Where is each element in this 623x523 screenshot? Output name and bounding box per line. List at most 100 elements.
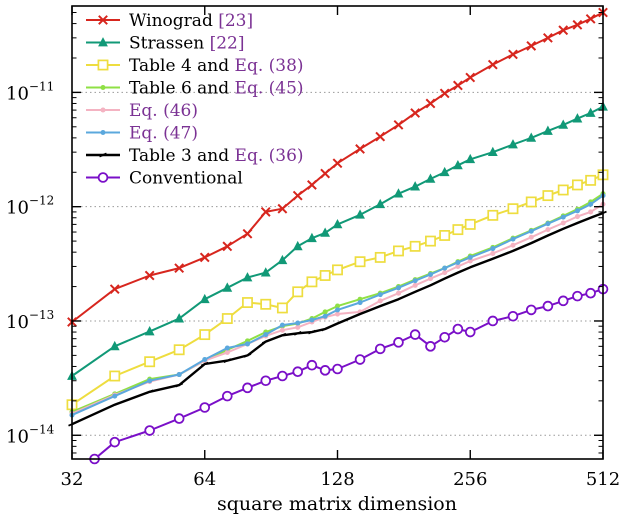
data-point [572, 290, 583, 302]
data-point [510, 242, 516, 248]
data-point [112, 393, 118, 399]
data-point [585, 107, 596, 117]
data-point [199, 293, 210, 304]
legend-marker [97, 59, 109, 71]
data-point [260, 207, 271, 217]
data-point [526, 41, 537, 51]
legend-item-strassen: Strassen [22] [86, 34, 245, 54]
data-point [466, 264, 475, 270]
data-point [306, 359, 318, 371]
data-point [542, 32, 553, 43]
data-point [411, 289, 420, 295]
data-point [588, 201, 594, 207]
data-point [221, 313, 233, 325]
data-point [439, 166, 450, 177]
data-point [393, 245, 404, 257]
data-point [292, 240, 303, 251]
data-point [465, 72, 476, 83]
data-point [200, 361, 209, 367]
data-point [309, 317, 315, 323]
data-point [242, 228, 253, 239]
data-point [174, 313, 185, 323]
data-point [277, 203, 288, 214]
series-strassen [67, 101, 608, 380]
data-point [322, 309, 328, 315]
data-point [277, 370, 288, 382]
data-point [452, 323, 464, 335]
data-point [332, 264, 343, 276]
data-point [527, 240, 536, 246]
data-point [243, 353, 252, 358]
data-point [439, 230, 451, 241]
data-point [144, 356, 156, 368]
y-tick-label: 10−12 [6, 194, 54, 219]
data-point [508, 49, 518, 60]
data-point [260, 267, 271, 277]
data-point [509, 248, 517, 254]
series-table3 [68, 210, 607, 427]
data-point [508, 139, 518, 149]
data-point [277, 254, 288, 265]
x-tick-label: 32 [61, 469, 84, 490]
data-point [572, 19, 583, 30]
data-point [222, 390, 233, 402]
data-point [173, 413, 185, 424]
data-point [242, 272, 253, 282]
data-point [585, 174, 597, 186]
data-point [319, 270, 331, 281]
data-point [395, 290, 402, 296]
data-point [455, 259, 461, 266]
data-point [525, 196, 537, 208]
data-point [199, 252, 210, 263]
data-point [557, 184, 569, 196]
data-point [467, 258, 473, 264]
data-point [442, 265, 448, 271]
data-point [374, 251, 386, 263]
data-point [276, 302, 288, 314]
axis-ticks: 10−14 10−13 10−12 10−11 32 64 128 256 512 [6, 6, 620, 490]
data-point [410, 181, 421, 191]
data-point [110, 402, 119, 408]
data-point [454, 270, 462, 275]
data-point [261, 339, 270, 344]
data-point [574, 214, 580, 220]
data-point [545, 221, 551, 227]
data-point [322, 313, 328, 319]
y-tick-label: 10−11 [6, 79, 54, 104]
series-eq47 [69, 193, 606, 418]
legend-label: Eq. (46) [129, 101, 198, 121]
data-point [377, 298, 383, 304]
legend-label: Strassen [22] [129, 34, 245, 54]
data-point [308, 329, 316, 335]
legend-item-table4: Table 4 and Eq. (38) [86, 56, 304, 76]
legend-marker [100, 84, 106, 91]
data-point [199, 402, 211, 413]
data-point [320, 227, 331, 237]
data-point [375, 198, 386, 209]
data-point [334, 311, 341, 317]
legend-label: Table 4 and Eq. (38) [129, 56, 304, 76]
legend-label: Conventional [129, 169, 243, 189]
x-tick-label: 64 [193, 469, 216, 490]
data-point [395, 285, 402, 291]
data-point [202, 356, 208, 363]
legend-marker [100, 107, 106, 113]
legend-item-table6: Table 6 and Eq. (45) [86, 79, 304, 99]
data-point [393, 337, 404, 348]
data-point [354, 256, 366, 268]
data-point [109, 284, 120, 295]
series-lines [66, 7, 609, 465]
data-point [425, 173, 436, 183]
data-point [560, 220, 566, 226]
data-point [109, 340, 120, 351]
data-point [452, 159, 463, 170]
data-point [585, 287, 596, 299]
legend-marker [98, 37, 108, 47]
y-tick-label: 10−13 [6, 308, 54, 333]
data-point [295, 320, 301, 326]
data-point [558, 119, 569, 129]
data-point [333, 321, 342, 326]
x-tick-label: 512 [586, 469, 620, 490]
data-point [464, 326, 476, 338]
